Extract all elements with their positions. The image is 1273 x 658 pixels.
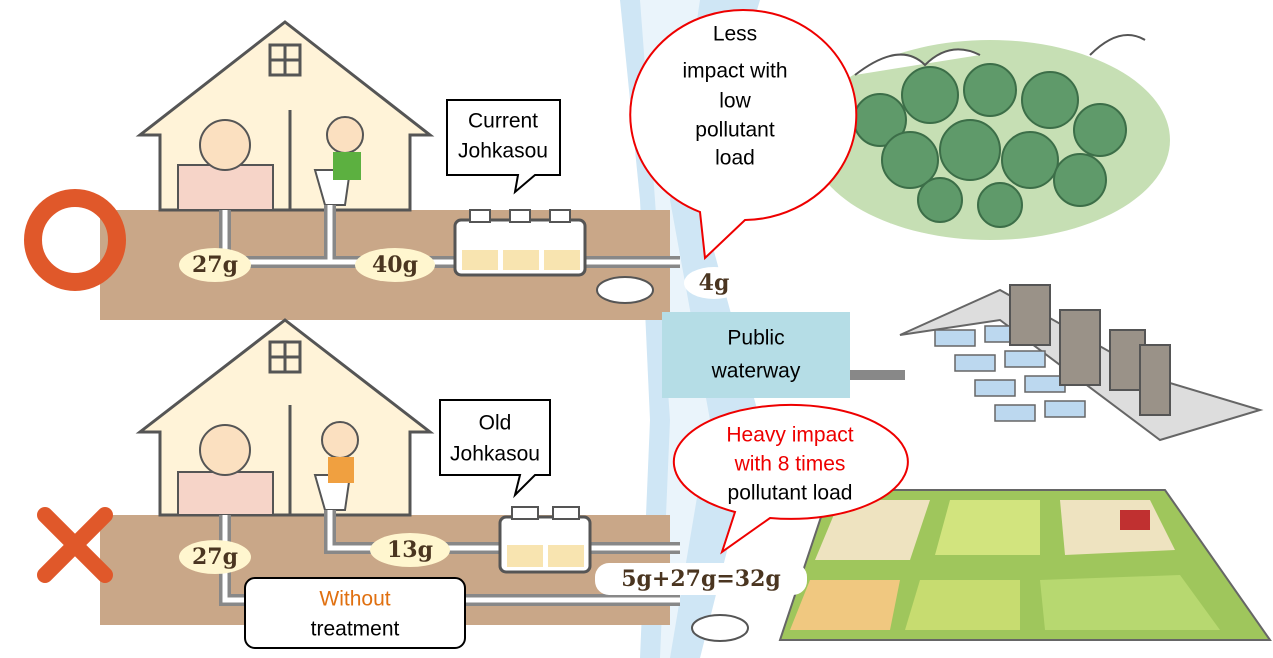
callout-text: Johkasou — [458, 140, 548, 163]
callout-text: Current — [468, 110, 538, 133]
callout-box — [439, 399, 551, 499]
load-label: 27g — [192, 252, 238, 278]
callout-text: Johkasou — [450, 443, 540, 466]
forest — [810, 34, 1170, 240]
bubble-text: pollutant — [695, 119, 775, 142]
load-badge — [370, 533, 450, 567]
fish — [596, 276, 654, 304]
load-label: 4g — [699, 270, 730, 296]
waterway-box — [662, 312, 850, 398]
load-badge — [179, 540, 251, 574]
bubble-text: load — [715, 147, 755, 170]
waterway-text: Public — [727, 327, 784, 350]
load-badge — [355, 248, 435, 282]
bubble-text: pollutant load — [728, 482, 853, 505]
load-label: 27g — [192, 544, 238, 570]
impact-bubble — [629, 9, 858, 261]
bubble-text: with 8 times — [734, 453, 846, 476]
fish — [691, 614, 749, 642]
untreated-text: Without — [319, 588, 390, 611]
impact-bubble — [672, 403, 909, 555]
load-badge — [179, 248, 251, 282]
cross-mark — [37, 507, 113, 583]
bubble-text: impact with — [682, 60, 787, 83]
waterway-text: waterway — [711, 360, 801, 383]
house-top — [135, 20, 435, 212]
untreated-box — [244, 577, 466, 649]
bubble-text: Heavy impact — [726, 424, 853, 447]
load-label: 5g+27g=32g — [621, 566, 781, 592]
tank-current — [453, 209, 587, 277]
callout-box — [446, 99, 561, 195]
fields — [778, 489, 1272, 641]
circle-mark — [24, 189, 126, 291]
callout-text: Old — [479, 412, 512, 435]
load-label: 13g — [387, 537, 433, 563]
load-badge — [595, 563, 807, 595]
factory — [850, 284, 1264, 442]
bubble-text: Less — [713, 23, 757, 46]
tank-old — [498, 506, 592, 574]
load-label: 40g — [372, 252, 418, 278]
bubble-text: low — [719, 90, 751, 113]
house-bottom — [135, 318, 435, 517]
load-badge — [684, 267, 744, 299]
untreated-text: treatment — [311, 618, 400, 641]
